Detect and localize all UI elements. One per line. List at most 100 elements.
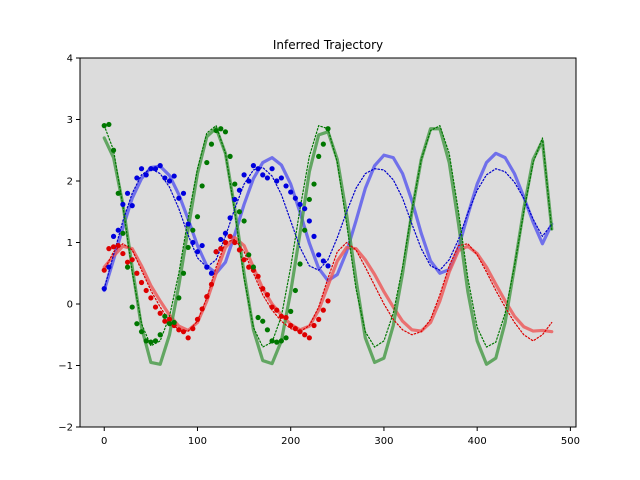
observed-point (274, 339, 280, 345)
observed-point (134, 175, 140, 181)
observed-point (138, 166, 145, 172)
observed-point (232, 239, 238, 246)
observed-point (129, 203, 135, 209)
observed-point (148, 295, 154, 301)
observed-point (194, 249, 201, 255)
observed-point (311, 233, 317, 239)
observed-point (162, 318, 168, 324)
observed-point (250, 264, 257, 270)
observed-point (199, 242, 205, 249)
observed-point (297, 201, 303, 207)
observed-point (124, 259, 131, 265)
observed-point (208, 141, 215, 147)
x-tick-label: 500 (561, 436, 580, 447)
observed-point (190, 239, 196, 246)
observed-point (176, 295, 182, 301)
observed-point (292, 326, 298, 332)
observed-point (101, 123, 107, 129)
observed-point (157, 332, 163, 338)
observed-point (250, 163, 257, 169)
observed-point (288, 189, 294, 195)
x-tick-label: 200 (281, 436, 300, 447)
observed-point (311, 322, 317, 329)
observed-point (213, 249, 219, 255)
observed-point (246, 264, 252, 270)
observed-point (180, 329, 187, 335)
observed-point (227, 233, 233, 239)
observed-point (320, 141, 326, 147)
observed-point (241, 172, 247, 178)
observed-point (288, 322, 294, 329)
observed-point (176, 327, 182, 333)
observed-point (264, 327, 270, 333)
observed-point (148, 339, 154, 345)
inferred-trajectory-line (102, 126, 554, 366)
observed-point (124, 190, 131, 196)
observed-point (255, 166, 261, 172)
observed-point (260, 172, 266, 178)
observed-point (213, 127, 219, 134)
observed-point (162, 175, 168, 181)
observed-point (218, 246, 224, 252)
observed-point (115, 242, 121, 249)
observed-point (325, 263, 331, 269)
observed-point (124, 264, 131, 270)
observed-point (185, 221, 191, 227)
observed-point (190, 326, 196, 332)
x-tick-label: 400 (468, 436, 487, 447)
observed-point (218, 236, 224, 243)
observed-point (264, 175, 270, 181)
plot-area (80, 58, 576, 427)
y-tick-label: 3 (67, 115, 73, 126)
observed-point (120, 250, 126, 257)
observed-point (180, 190, 187, 196)
observed-point (129, 257, 135, 263)
observed-point (120, 201, 126, 207)
observed-point (143, 172, 149, 178)
observed-point (176, 195, 182, 201)
observed-point (101, 267, 107, 273)
observed-point (236, 209, 243, 215)
observed-point (241, 257, 247, 263)
observed-point (218, 126, 224, 132)
observed-point (274, 307, 280, 313)
x-tick-label: 100 (188, 436, 207, 447)
series-layer (102, 125, 554, 366)
observed-point (306, 335, 312, 341)
observed-point (264, 292, 270, 298)
y-tick-label: 2 (67, 177, 73, 188)
observed-point (236, 247, 243, 253)
observed-point (199, 183, 205, 189)
observed-point (246, 178, 252, 184)
observed-point (152, 304, 159, 310)
observed-point (269, 166, 275, 172)
observed-point (274, 178, 280, 184)
y-tick-label: −2 (58, 423, 73, 434)
observed-point (115, 190, 121, 196)
observed-point (185, 244, 191, 251)
observed-point (302, 332, 308, 338)
observed-point (199, 306, 205, 312)
observed-point (255, 273, 261, 279)
observed-point (148, 166, 154, 172)
observed-point (246, 252, 252, 258)
observed-point (129, 304, 135, 310)
observed-point (260, 318, 266, 324)
observed-point (232, 181, 238, 187)
observed-point (106, 121, 112, 128)
observed-point (232, 196, 238, 203)
inferred-trajectory-line (102, 235, 554, 334)
observed-point (311, 181, 317, 187)
observed-point (194, 316, 201, 322)
observed-point (185, 335, 191, 341)
observed-point (180, 270, 187, 276)
observed-point (106, 264, 112, 270)
observed-point (260, 286, 266, 292)
observed-point (120, 230, 126, 236)
y-tick-label: 1 (67, 238, 73, 249)
points-layer (101, 121, 331, 345)
observed-point (106, 246, 112, 252)
observed-point (222, 239, 229, 246)
observed-point (115, 227, 121, 233)
